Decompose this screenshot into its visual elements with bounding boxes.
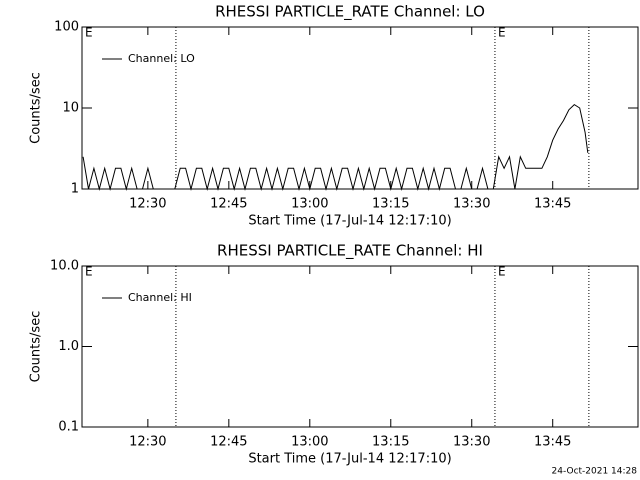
y-tick-label: 100	[54, 20, 79, 35]
y-tick-label: 10	[62, 101, 79, 116]
x-tick-label: 13:15	[372, 435, 409, 450]
event-marker: E	[85, 26, 93, 40]
y-tick-label: 0.1	[58, 420, 79, 435]
y-tick-label: 1	[71, 182, 79, 197]
x-tick-label: 13:00	[291, 435, 328, 450]
x-tick-label: 12:45	[210, 197, 247, 212]
x-tick-label: 12:30	[129, 197, 166, 212]
y-tick-label: 10.0	[50, 259, 79, 274]
y-axis-label: Counts/sec	[29, 72, 44, 144]
legend-label: Channel: HI	[128, 291, 192, 304]
x-tick-label: 13:30	[453, 435, 490, 450]
x-tick-label: 13:15	[372, 197, 409, 212]
event-marker: E	[85, 265, 93, 279]
x-tick-label: 13:45	[534, 435, 571, 450]
x-tick-label: 12:45	[210, 435, 247, 450]
x-tick-label: 13:00	[291, 197, 328, 212]
legend-label: Channel: LO	[128, 52, 195, 65]
x-axis-label: Start Time (17-Jul-14 12:17:10)	[248, 214, 451, 229]
chart-title: RHESSI PARTICLE_RATE Channel: LO	[215, 3, 485, 22]
series-line	[82, 103, 589, 191]
x-tick-label: 12:30	[129, 435, 166, 450]
event-marker: E	[498, 265, 506, 279]
x-tick-label: 13:30	[453, 197, 490, 212]
y-axis-label: Counts/sec	[29, 311, 44, 383]
chart-title: RHESSI PARTICLE_RATE Channel: HI	[217, 242, 483, 261]
footer: 24-Oct-2021 14:28	[552, 467, 638, 477]
x-tick-label: 13:45	[534, 197, 571, 212]
event-marker: E	[498, 26, 506, 40]
x-axis-label: Start Time (17-Jul-14 12:17:10)	[248, 452, 451, 467]
y-tick-label: 1.0	[58, 339, 79, 354]
